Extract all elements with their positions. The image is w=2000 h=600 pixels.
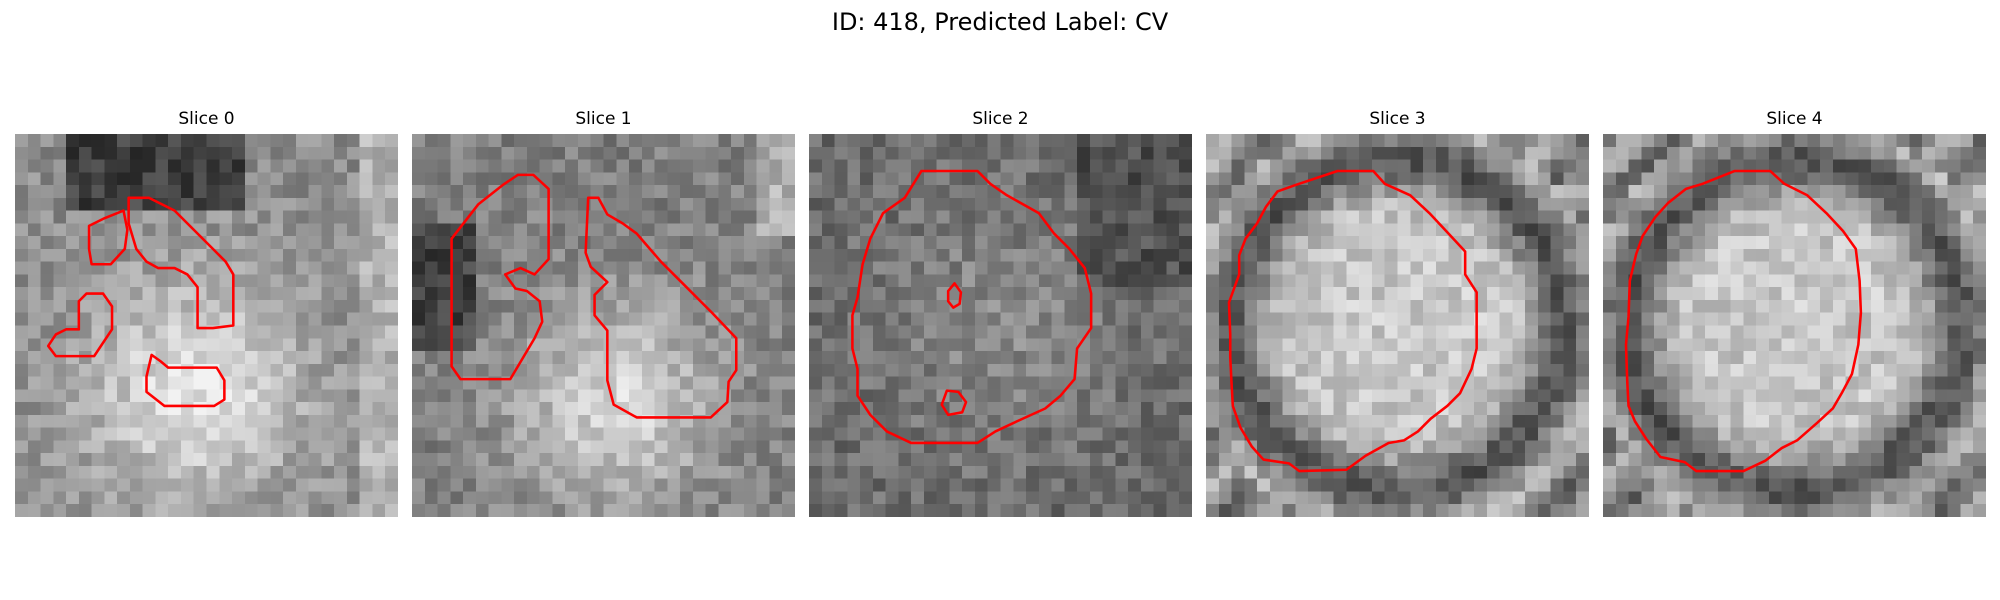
segmentation-contour — [946, 282, 963, 309]
figure-title: ID: 418, Predicted Label: CV — [831, 8, 1169, 36]
slice-panel-2: Slice 2 — [809, 108, 1192, 517]
slice-title: Slice 1 — [575, 109, 632, 129]
slice-panel-4: Slice 4 — [1603, 108, 1986, 517]
segmentation-contour — [1227, 169, 1478, 473]
slice-image — [1603, 134, 1986, 517]
segmentation-contour — [46, 292, 114, 358]
segmentation-contour — [127, 196, 235, 330]
segmentation-contour — [851, 169, 1093, 445]
segmentation-contour — [450, 173, 550, 381]
slice-image — [412, 134, 795, 517]
segmentation-contour — [940, 389, 968, 417]
slice-image — [809, 134, 1192, 517]
segmentation-contour — [87, 209, 129, 266]
slice-title: Slice 4 — [1766, 109, 1823, 129]
segmentation-contour — [145, 353, 226, 408]
slice-panel-1: Slice 1 — [412, 108, 795, 517]
segmentation-contour — [584, 196, 738, 419]
slice-title: Slice 0 — [178, 109, 235, 129]
slice-title: Slice 3 — [1369, 109, 1426, 129]
slice-panel-0: Slice 0 — [15, 108, 398, 517]
slice-image — [1206, 134, 1589, 517]
slice-panel-3: Slice 3 — [1206, 108, 1589, 517]
slice-title: Slice 2 — [972, 109, 1029, 129]
segmentation-contour — [1624, 169, 1863, 473]
slice-image — [15, 134, 398, 517]
